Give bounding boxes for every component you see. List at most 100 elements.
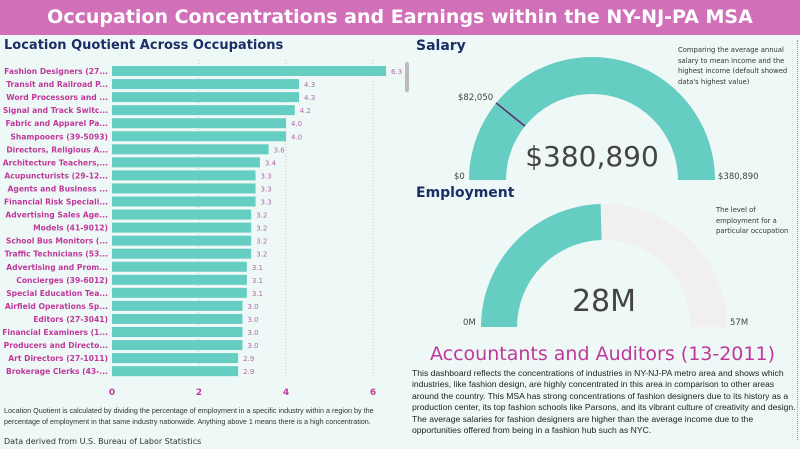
x-tick-label: 2	[196, 388, 202, 398]
bar[interactable]	[112, 118, 286, 129]
category-label: Airfield Operations Sp...	[5, 302, 108, 311]
salary-heading: Salary	[416, 38, 466, 54]
x-tick-label: 6	[370, 388, 376, 398]
category-label: Fashion Designers (27...	[4, 67, 108, 76]
bar[interactable]	[112, 274, 247, 285]
bar[interactable]	[112, 222, 252, 233]
bar[interactable]	[112, 92, 300, 103]
category-label: Special Education Tea...	[6, 289, 108, 298]
bar[interactable]	[112, 131, 286, 142]
category-label: School Bus Monitors (...	[6, 237, 108, 246]
data-label: 4.2	[300, 107, 311, 115]
bar[interactable]	[112, 157, 260, 168]
data-label: 3.3	[261, 199, 272, 207]
data-label: 6.3	[391, 68, 402, 76]
data-label: 3.2	[256, 225, 267, 233]
bar[interactable]	[112, 327, 243, 337]
salary-min: $0	[454, 172, 465, 182]
bar[interactable]	[112, 248, 252, 259]
bar[interactable]	[112, 105, 295, 116]
lq-bar-chart: 0 2 4 6 Fashion Designers (27... 6.3 Transit a…	[2, 60, 402, 398]
bar[interactable]	[112, 183, 256, 194]
category-label: Art Directors (27-1011)	[8, 354, 108, 363]
category-label: Financial Examiners (1...	[2, 328, 108, 337]
employment-value: 28M	[571, 284, 637, 319]
data-label: 4.3	[304, 81, 315, 89]
dashboard-title: Occupation Concentrations and Earnings w…	[0, 0, 800, 35]
selected-occupation: Accountants and Auditors (13-2011)	[430, 343, 775, 365]
category-label: Models (41-9012)	[33, 224, 108, 233]
category-label: Acupuncturists (29-12...	[4, 171, 108, 180]
x-tick-label: 0	[109, 388, 115, 398]
data-label: 3.2	[256, 238, 267, 246]
employment-min: 0M	[463, 318, 476, 328]
data-label: 2.9	[243, 368, 254, 376]
category-label: Architecture Teachers,...	[3, 158, 108, 167]
category-label: Financial Risk Speciali...	[4, 198, 108, 207]
bar[interactable]	[112, 313, 243, 324]
category-label: Advertising and Prom...	[6, 263, 108, 272]
salary-value: $380,890	[525, 140, 659, 173]
bar[interactable]	[112, 144, 269, 155]
category-label: Traffic Technicians (53...	[4, 250, 108, 259]
data-label: 4.0	[291, 120, 302, 128]
chart-scrollbar[interactable]	[405, 62, 409, 92]
category-label: Directors, Religious A...	[6, 145, 108, 154]
bar[interactable]	[112, 353, 239, 364]
category-label: Advertising Sales Age...	[5, 211, 108, 220]
category-label: Shampooers (39-5093)	[10, 132, 108, 141]
bar[interactable]	[112, 287, 247, 298]
bar[interactable]	[112, 66, 387, 76]
data-label: 3.1	[252, 264, 263, 272]
category-label: Agents and Business ...	[8, 184, 109, 193]
bar[interactable]	[112, 261, 247, 272]
data-label: 3.6	[274, 146, 286, 154]
bar[interactable]	[112, 340, 243, 351]
category-label: Producers and Directo...	[4, 341, 108, 350]
data-label: 2.9	[243, 355, 254, 363]
bar[interactable]	[112, 196, 256, 207]
dashboard-description: This dashboard reflects the concentratio…	[412, 368, 796, 436]
data-label: 3.0	[248, 329, 259, 337]
bar[interactable]	[112, 170, 256, 181]
salary-gauge-fill	[469, 57, 715, 181]
category-label: Signal and Track Switc...	[3, 106, 108, 115]
data-label: 3.0	[248, 303, 259, 311]
lq-heading: Location Quotient Across Occupations	[4, 38, 284, 53]
divider	[797, 40, 798, 440]
category-label: Transit and Railroad P...	[6, 80, 108, 89]
category-label: Word Processors and ...	[6, 93, 108, 102]
data-label: 3.2	[256, 212, 267, 220]
data-label: 3.1	[252, 290, 263, 298]
bar[interactable]	[112, 79, 300, 90]
employment-heading: Employment	[416, 185, 515, 201]
data-source: Data derived from U.S. Bureau of Labor S…	[4, 437, 202, 446]
salary-target-marker	[495, 102, 526, 127]
employment-max: 57M	[730, 318, 749, 328]
employment-note: The level of employment for a particular…	[716, 206, 789, 235]
data-label: 3.3	[261, 172, 272, 180]
bar[interactable]	[112, 209, 252, 220]
category-label: Concierges (39-6012)	[16, 276, 108, 285]
data-label: 3.0	[248, 342, 259, 350]
employment-gauge-fill	[481, 204, 602, 327]
data-label: 3.3	[261, 185, 272, 193]
salary-max: $380,890	[718, 172, 759, 182]
x-tick-label: 4	[283, 388, 289, 398]
category-label: Brokerage Clerks (43-...	[6, 367, 108, 376]
salary-target-label: $82,050	[458, 93, 494, 103]
data-label: 3.0	[248, 316, 259, 324]
data-label: 3.1	[252, 277, 263, 285]
bar[interactable]	[112, 300, 243, 311]
data-label: 3.4	[265, 159, 277, 167]
lq-footnote: Location Quotient is calculated by divid…	[4, 406, 374, 426]
category-label: Fabric and Apparel Pa...	[5, 119, 108, 128]
salary-note: Comparing the average annual salary to m…	[678, 46, 788, 86]
data-label: 4.0	[291, 133, 302, 141]
data-label: 3.2	[256, 251, 267, 259]
data-label: 4.3	[304, 94, 315, 102]
bar[interactable]	[112, 235, 252, 246]
bar[interactable]	[112, 366, 239, 377]
category-label: Editors (27-3041)	[33, 315, 108, 324]
